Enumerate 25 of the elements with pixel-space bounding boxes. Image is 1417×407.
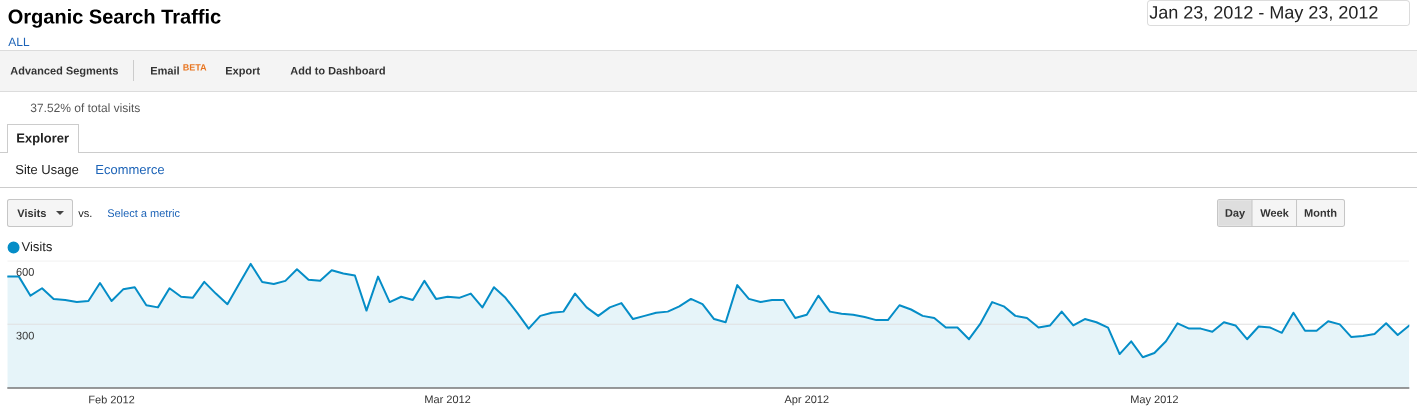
chart-title: Organic Search Traffic xyxy=(8,9,221,28)
text: Export xyxy=(226,66,260,77)
text: vs. xyxy=(78,211,92,218)
y-tick-label: 300 xyxy=(16,331,34,340)
text: Select a metric xyxy=(107,209,180,218)
text: Day xyxy=(1225,209,1246,219)
text: Add to Dashboard xyxy=(290,66,385,75)
text: Jan 23, 2012 - May 23, 2012 xyxy=(1149,5,1378,23)
text: Explorer xyxy=(17,133,69,146)
x-tick-label: Feb 2012 xyxy=(89,395,135,404)
legend-label: Visits xyxy=(21,241,52,252)
text: Site Usage xyxy=(15,164,79,177)
text: Ecommerce xyxy=(96,165,165,175)
text: ALL xyxy=(8,37,30,46)
x-tick-label: Mar 2012 xyxy=(425,395,471,404)
text: Week xyxy=(1260,208,1289,217)
text: Advanced Segments xyxy=(10,66,118,77)
text: 37.52% of total visits xyxy=(30,103,140,113)
text: Month xyxy=(1304,208,1337,217)
x-tick-label: Apr 2012 xyxy=(784,395,829,406)
y-tick-label: 600 xyxy=(16,268,34,276)
text: Visits xyxy=(17,209,46,218)
text: Email xyxy=(151,66,179,75)
x-tick-label: May 2012 xyxy=(1131,395,1178,406)
text: BETA xyxy=(183,64,207,71)
